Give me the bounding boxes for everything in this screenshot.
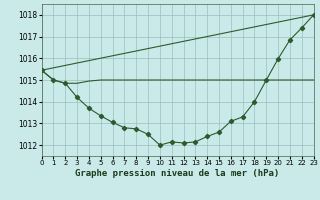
X-axis label: Graphe pression niveau de la mer (hPa): Graphe pression niveau de la mer (hPa) (76, 169, 280, 178)
